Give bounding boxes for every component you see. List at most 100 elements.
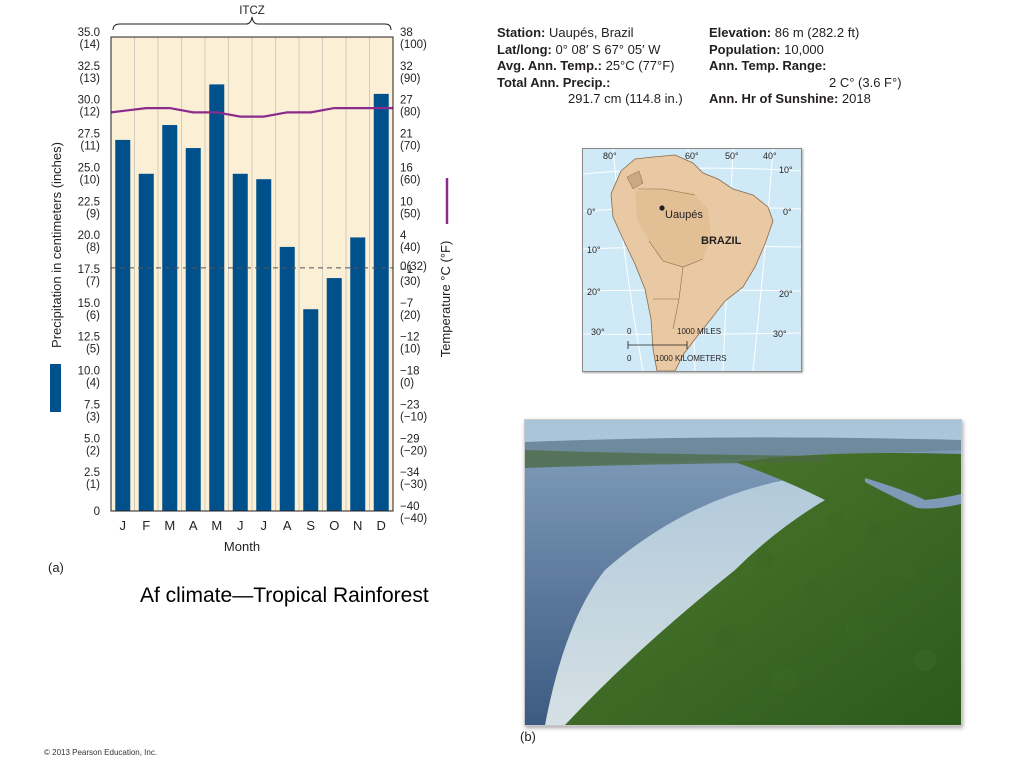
month-label: S [306, 518, 315, 533]
y-tick-label-cm: 7.5 [84, 399, 100, 411]
y-tick-label-f: (100) [400, 39, 427, 51]
y-tick-label-cm: 35.0 [78, 27, 100, 39]
y-tick-label-cm: 17.5 [78, 264, 100, 276]
y-tick-label-f: (10) [400, 344, 421, 356]
y-tick-label-cm: 25.0 [78, 162, 100, 174]
y-tick-label-in: (9) [86, 208, 100, 220]
location-map: 80° 60° 50° 40° 10° 0° 0° 10° 20° 20° 30… [582, 148, 802, 372]
precip-bar [350, 237, 366, 512]
population-row: Population: 10,000 [709, 41, 824, 57]
y-tick-label-c: −34 [400, 467, 420, 479]
y-tick-label-f: (0) [400, 378, 414, 390]
y-tick-label-in: (2) [86, 445, 100, 457]
y-tick-label-cm: 32.5 [78, 61, 100, 73]
y-tick-label-c: 10 [400, 196, 413, 208]
y-tick-label-cm: 10.0 [78, 366, 100, 378]
map-country-label: BRAZIL [701, 235, 742, 247]
sunshine-row: Ann. Hr of Sunshine: 2018 [709, 91, 871, 106]
month-label: M [164, 518, 175, 533]
y-axis-label-left: Precipitation in centimeters (inches) [49, 142, 64, 348]
y-tick-label-in: (6) [86, 310, 100, 322]
precip-row-value: 291.7 cm (114.8 in.) [568, 91, 683, 106]
y-tick-label-in: (5) [86, 344, 100, 356]
map-lon-label: 80° [603, 151, 617, 161]
precip-bar [138, 173, 154, 512]
map-lat-label: 20° [587, 287, 601, 297]
y-tick-label-f: (−20) [400, 445, 427, 457]
range-row-value: 2 C° (3.6 F°) [829, 74, 902, 90]
y-tick-label-in: (11) [80, 141, 100, 153]
y-tick-label-in: (13) [80, 73, 101, 85]
y-tick-label-f: (50) [400, 208, 421, 220]
precip-legend-swatch [50, 364, 61, 412]
precip-bar [232, 173, 248, 512]
y-tick-label-c: −7 [400, 298, 413, 310]
y-tick-label-c: 38 [400, 27, 413, 39]
y-tick-label-in: (10) [80, 174, 101, 186]
month-label: J [237, 518, 244, 533]
precip-bar [373, 93, 389, 511]
y-tick-label-in: (8) [86, 242, 100, 254]
map-scale-zero: 0 [627, 327, 632, 336]
y-tick-label-c: 32 [400, 61, 413, 73]
panel-b-label: (b) [520, 729, 536, 744]
map-lon-label: 50° [725, 151, 739, 161]
y-tick-label-in: (3) [86, 411, 100, 423]
map-lat-label: 30° [773, 329, 787, 339]
y-tick-label-in: (1) [86, 479, 100, 491]
y-tick-label-f: (−40) [400, 513, 427, 525]
y-tick-label-in: (4) [86, 378, 100, 390]
precip-bar [209, 84, 225, 512]
month-label: J [261, 518, 268, 533]
map-lat-label: 10° [587, 245, 601, 255]
map-city-label: Uaupés [665, 209, 703, 221]
y-tick-label-c: −1 [400, 264, 413, 276]
rainforest-photo [524, 419, 962, 726]
map-lat-label: 20° [779, 289, 793, 299]
y-tick-label-f: (20) [400, 310, 421, 322]
y-tick-label-f: (30) [400, 276, 421, 288]
precip-bar [115, 139, 131, 511]
temperature-line [110, 107, 393, 118]
y-tick-label-cm: 15.0 [78, 298, 100, 310]
precip-bar [162, 125, 178, 512]
y-tick-label-c: −23 [400, 399, 420, 411]
precip-bar [256, 179, 272, 511]
y-tick-label-c: −29 [400, 433, 420, 445]
precip-row-label: Total Ann. Precip.: [497, 74, 611, 90]
map-scale-miles: 1000 MILES [677, 327, 722, 336]
map-lat-label: 10° [779, 165, 793, 175]
map-lon-label: 60° [685, 151, 699, 161]
y-tick-label-cm: 2.5 [84, 467, 100, 479]
y-tick-label-in: (12) [80, 107, 101, 119]
y-tick-label-f: (−30) [400, 479, 427, 491]
map-graphic [583, 149, 801, 371]
y-tick-label-f: (−10) [400, 411, 427, 423]
y-tick-label-f: (70) [400, 141, 421, 153]
map-scale-km: 1000 KILOMETERS [655, 354, 727, 363]
y-tick-label-cm: 12.5 [78, 332, 100, 344]
precip-bar [279, 246, 295, 511]
month-label: M [211, 518, 222, 533]
itcz-bracket [112, 16, 392, 31]
y-tick-label-in: (14) [80, 39, 101, 51]
map-lat-label: 30° [591, 327, 605, 337]
y-axis-label-right: Temperature °C (°F) [438, 241, 453, 358]
y-tick-label-c: −40 [400, 501, 420, 513]
x-axis-label: Month [224, 539, 260, 554]
elevation-row: Elevation: 86 m (282.2 ft) [709, 25, 860, 40]
precip-bar [185, 148, 201, 511]
month-label: A [189, 518, 198, 533]
panel-a-label: (a) [48, 560, 64, 575]
map-lat-label: 0° [587, 207, 596, 217]
y-tick-label-cm: 27.5 [78, 129, 100, 141]
y-tick-label-f: (80) [400, 107, 421, 119]
month-label: D [377, 518, 386, 533]
precip-bar [303, 309, 319, 511]
y-tick-label-f: (40) [400, 242, 421, 254]
y-tick-label-f: (90) [400, 73, 421, 85]
y-tick-label-cm: 0 [94, 506, 100, 518]
y-tick-label-c: −12 [400, 332, 420, 344]
precip-bar [326, 278, 342, 511]
